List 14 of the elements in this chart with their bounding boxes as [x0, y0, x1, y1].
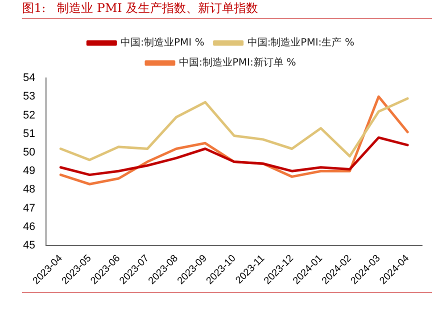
chart-title: 图1: 制造业 PMI 及生产指数、新订单指数: [22, 0, 258, 17]
y-tick-label: 47: [22, 202, 36, 214]
y-tick-label: 52: [22, 109, 36, 122]
y-tick-label: 48: [22, 184, 36, 196]
legend-label: 中国:制造业PMI:新订单 %: [178, 56, 296, 69]
y-tick-label: 49: [22, 165, 36, 178]
y-tick-label: 50: [22, 146, 36, 159]
y-tick-label: 46: [22, 220, 36, 233]
y-tick-label: 51: [22, 128, 36, 140]
legend-label: 中国:制造业PMI %: [120, 36, 204, 49]
y-tick-label: 45: [22, 240, 36, 252]
y-tick-label: 53: [22, 90, 36, 103]
y-tick-label: 54: [22, 72, 36, 84]
legend-label: 中国:制造业PMI:生产 %: [247, 36, 354, 49]
